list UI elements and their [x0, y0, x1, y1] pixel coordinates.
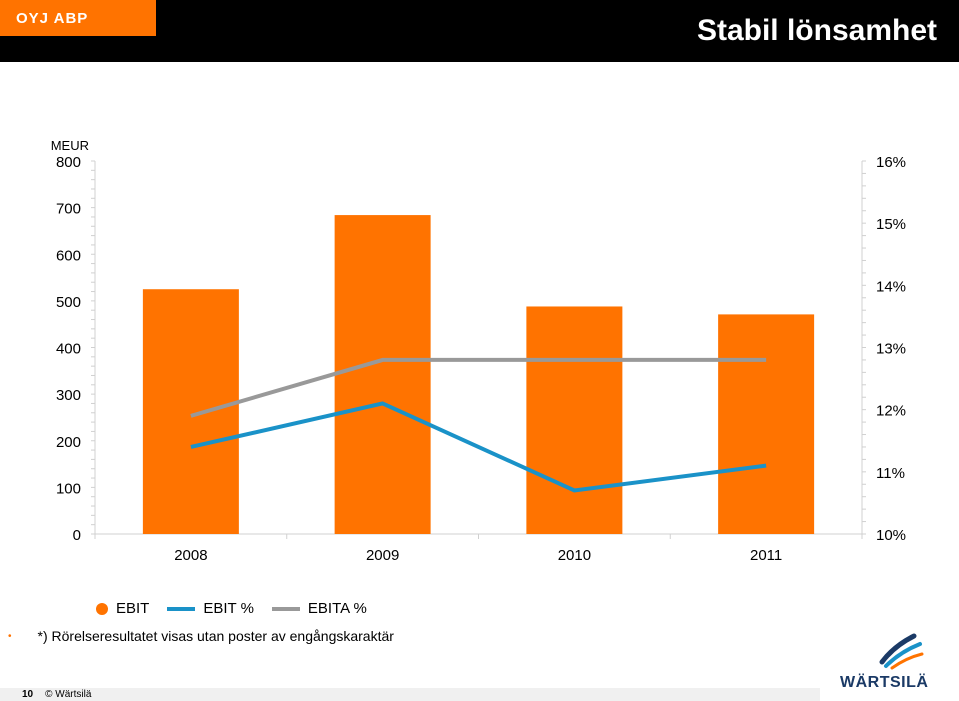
y-left-tick-label: 700 [56, 201, 81, 218]
y-left-tick-label: 100 [56, 480, 81, 497]
footnote: • *) Rörelseresultatet visas utan poster… [8, 628, 394, 644]
y-left-unit-label: MEUR [51, 138, 89, 153]
legend-label: EBIT % [203, 600, 254, 617]
footer-bar: 10 © Wärtsilä [0, 688, 820, 701]
line-ebit-pct [190, 401, 767, 493]
y-left-tick-label: 800 [56, 154, 81, 171]
logo: WÄRTSILÄ [820, 616, 959, 701]
legend-line-icon [167, 606, 196, 611]
x-tick-label: 2010 [558, 547, 591, 564]
legend-dot-icon [96, 602, 108, 615]
legend-item: EBIT [96, 600, 149, 617]
y-right-tick-label: 13% [876, 341, 906, 358]
top-bar: OYJ ABP Stabil lönsamhet [0, 0, 959, 62]
legend-label: EBIT [116, 600, 150, 617]
bullet-icon: • [8, 630, 12, 642]
bar-ebit-2011 [718, 314, 815, 534]
legend-line-icon [271, 606, 300, 611]
y-right-tick-label: 16% [876, 154, 906, 171]
copyright-text: © Wärtsilä [45, 689, 92, 700]
bar-ebit-2010 [526, 306, 623, 534]
footnote-text: *) Rörelseresultatet visas utan poster a… [37, 628, 394, 644]
x-tick-label: 2011 [750, 547, 782, 564]
page-title: Stabil lönsamhet [696, 14, 937, 47]
y-left-tick-label: 200 [56, 434, 81, 451]
y-left-tick-label: 300 [56, 387, 81, 404]
x-tick-label: 2008 [174, 547, 207, 564]
chart-legend: EBIT EBIT % EBITA % [96, 600, 385, 617]
legend-label: EBITA % [307, 600, 367, 617]
y-right-tick-label: 12% [876, 403, 906, 420]
y-right-tick-label: 14% [876, 278, 906, 295]
wartsila-logo-icon [879, 633, 924, 670]
y-left-tick-label: 500 [56, 294, 81, 311]
line-ebita-pct [190, 357, 767, 418]
bar-ebit-2009 [334, 215, 431, 534]
brand-label: OYJ ABP [0, 0, 156, 36]
page-number: 10 [22, 689, 34, 700]
x-tick-label: 2009 [366, 547, 399, 564]
legend-item: EBITA % [271, 600, 367, 617]
logo-text: WÄRTSILÄ [840, 674, 929, 691]
bar-ebit-2008 [142, 289, 239, 534]
y-left-tick-label: 0 [73, 527, 81, 544]
y-right-tick-label: 11% [876, 465, 905, 482]
y-left-tick-label: 400 [56, 341, 81, 358]
y-right-tick-label: 10% [876, 527, 906, 544]
y-right-tick-label: 15% [876, 216, 906, 233]
legend-item: EBIT % [167, 600, 254, 617]
y-left-tick-label: 600 [56, 247, 81, 264]
